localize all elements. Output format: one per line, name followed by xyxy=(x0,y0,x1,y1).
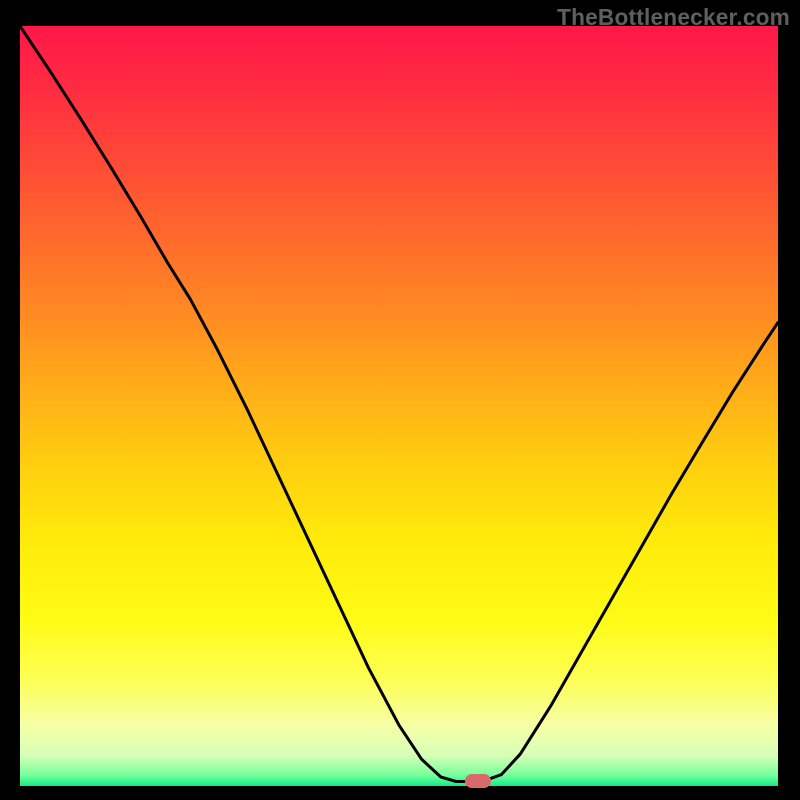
optimal-point-marker xyxy=(465,774,491,788)
bottleneck-curve xyxy=(20,26,778,786)
watermark-text: TheBottlenecker.com xyxy=(557,4,790,31)
chart-container: TheBottlenecker.com xyxy=(0,0,800,800)
plot-area xyxy=(20,26,778,786)
